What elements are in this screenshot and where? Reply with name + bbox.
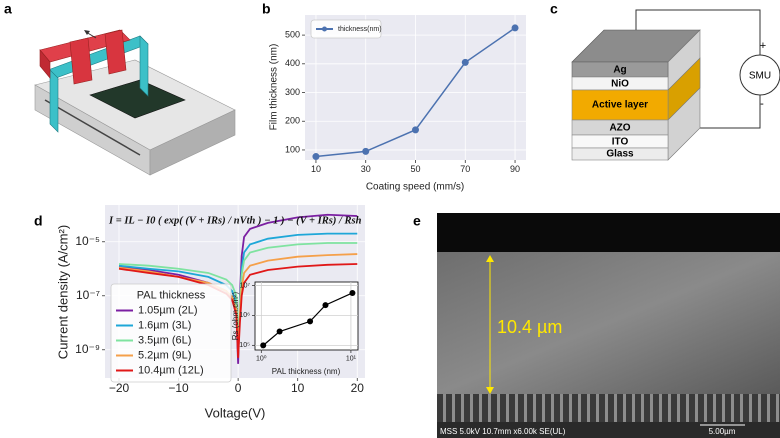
sem-info: MSS 5.0kV 10.7mm x6.00k SE(UL) [440, 427, 566, 436]
panel-label: b [262, 1, 271, 17]
coater-drawing [34, 29, 236, 176]
x-tick-label: 70 [460, 164, 470, 174]
data-point [412, 126, 419, 134]
x-tick-label: −10 [168, 381, 189, 395]
data-point [362, 147, 370, 155]
device-stack [571, 9, 780, 161]
data-point [511, 24, 519, 32]
x-tick-label: 90 [510, 164, 520, 174]
y-tick-label: 300 [285, 87, 300, 97]
legend-label: 1.05µm (2L) [138, 304, 198, 316]
meter-label: SMU [749, 71, 771, 82]
legend-label: 1.6µm (3L) [138, 319, 191, 331]
x-tick-label: 10⁰ [256, 354, 267, 362]
x-axis-label: PAL thickness (nm) [272, 367, 341, 376]
layer-label: AZO [609, 123, 630, 134]
y-axis-label: Rs (ohm.cm²) [231, 291, 240, 340]
plot-area [254, 281, 359, 351]
thickness-label: 10.4 µm [497, 317, 562, 337]
x-axis-label: Coating speed (mm/s) [366, 182, 464, 193]
data-point [322, 302, 329, 309]
panel-label: d [34, 213, 43, 229]
legend-box [310, 19, 382, 39]
y-tick-label: 10⁻⁷ [76, 288, 100, 302]
x-tick-label: 20 [351, 381, 365, 395]
scale-bar-label: 5.00µm [709, 427, 736, 436]
y-tick-label: 10⁻⁵ [75, 234, 100, 248]
x-tick-label: 10¹ [346, 355, 357, 362]
layer-label: Ag [613, 65, 626, 76]
layer-label: ITO [612, 137, 629, 148]
polarity-minus: - [760, 98, 764, 110]
panel-label: a [4, 1, 12, 17]
legend-label: thickness(nm) [338, 26, 382, 33]
x-tick-label: 10 [291, 381, 305, 395]
legend-label: 10.4µm (12L) [138, 364, 204, 376]
x-tick-label: 0 [235, 381, 242, 395]
equation: I = IL − I0 ( exp( (V + IRs) / nVth ) − … [108, 215, 362, 226]
y-tick-label: 200 [285, 116, 300, 126]
panel-label: e [413, 213, 421, 229]
data-point [260, 342, 267, 349]
series-line [118, 263, 358, 358]
legend-label: 3.5µm (6L) [138, 334, 191, 346]
y-axis-label: Current density (A/cm²) [55, 225, 70, 359]
y-tick-label: 10⁻⁹ [75, 342, 100, 356]
legend-box [110, 283, 232, 383]
y-tick-label: 400 [285, 58, 300, 68]
data-point [276, 328, 283, 335]
data-point [312, 153, 320, 161]
legend-title: PAL thickness [137, 289, 206, 301]
x-tick-label: 30 [361, 164, 371, 174]
legend-marker [322, 26, 327, 32]
data-point [349, 289, 356, 296]
panel-label: c [550, 1, 558, 17]
y-tick-label: 10⁶ [239, 312, 250, 319]
data-point [307, 318, 314, 325]
x-axis-label: Voltage(V) [205, 405, 266, 420]
legend-label: 5.2µm (9L) [138, 349, 191, 361]
sem-image [437, 213, 780, 438]
x-tick-label: −20 [109, 381, 130, 395]
x-tick-label: 10 [311, 164, 321, 174]
layer-label: NiO [611, 79, 629, 90]
y-tick-label: 500 [285, 29, 300, 39]
y-axis-label: Film thickness (nm) [269, 44, 280, 131]
layer-label: Glass [606, 149, 634, 160]
y-tick-label: 10⁷ [240, 282, 251, 289]
y-tick-label: 10⁵ [239, 342, 250, 349]
x-tick-label: 50 [410, 164, 420, 174]
layer-label: Active layer [592, 100, 648, 111]
polarity-plus: + [760, 40, 766, 52]
y-tick-label: 100 [285, 144, 300, 154]
data-point [461, 58, 469, 66]
